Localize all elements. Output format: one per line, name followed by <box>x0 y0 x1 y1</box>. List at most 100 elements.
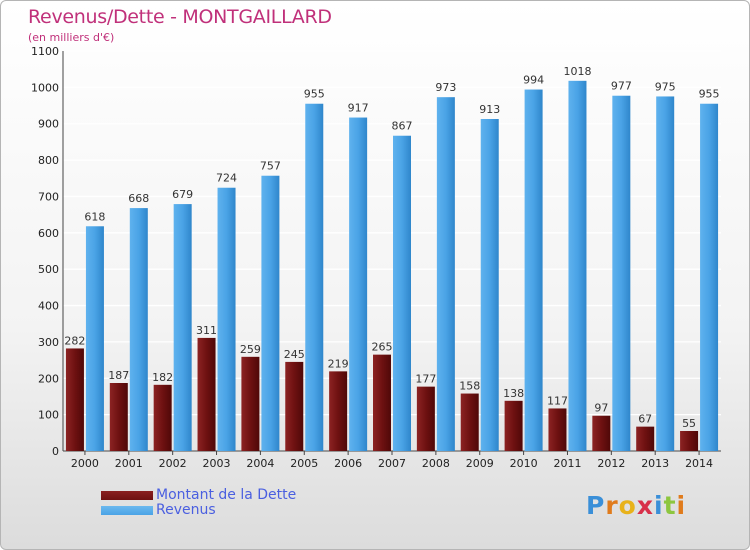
bar-dette <box>460 393 479 451</box>
bar-dette <box>416 386 435 451</box>
data-label-revenus: 867 <box>392 120 413 133</box>
x-tick-label: 2011 <box>553 457 581 470</box>
y-tick-label: 700 <box>38 190 59 203</box>
data-label-dette: 177 <box>415 373 436 386</box>
bar-revenus <box>349 117 368 451</box>
proxiti-logo: Proxiti <box>586 491 686 520</box>
data-label-dette: 311 <box>196 324 217 337</box>
y-tick-label: 1100 <box>31 45 59 58</box>
data-label-dette: 187 <box>108 369 129 382</box>
logo-letter: t <box>663 491 677 520</box>
data-label-revenus: 757 <box>260 160 281 173</box>
y-tick-label: 200 <box>38 372 59 385</box>
y-tick-label: 900 <box>38 118 59 131</box>
bar-dette <box>592 415 611 451</box>
bar-revenus <box>700 103 719 452</box>
data-label-dette: 182 <box>152 371 173 384</box>
x-tick-label: 2000 <box>71 457 99 470</box>
x-tick-label: 2014 <box>685 457 713 470</box>
data-label-revenus: 973 <box>435 81 456 94</box>
bar-revenus <box>612 95 631 452</box>
data-label-revenus: 724 <box>216 172 237 185</box>
bar-revenus <box>480 119 499 451</box>
x-tick-label: 2003 <box>203 457 231 470</box>
logo-letter: x <box>636 491 654 520</box>
bar-dette <box>109 383 128 451</box>
x-tick-label: 2008 <box>422 457 450 470</box>
bar-dette <box>636 426 655 451</box>
data-label-revenus: 955 <box>304 88 325 101</box>
bar-dette <box>504 400 523 451</box>
y-tick-label: 300 <box>38 336 59 349</box>
data-label-dette: 158 <box>459 380 480 393</box>
logo-letter: r <box>605 491 619 520</box>
x-tick-label: 2007 <box>378 457 406 470</box>
x-tick-label: 2013 <box>641 457 669 470</box>
x-tick-label: 2012 <box>597 457 625 470</box>
data-label-dette: 265 <box>372 341 393 354</box>
legend-label-dette: Montant de la Dette <box>156 487 297 503</box>
data-label-revenus: 955 <box>699 88 720 101</box>
bar-dette <box>197 337 216 451</box>
data-label-revenus: 668 <box>128 192 149 205</box>
x-tick-label: 2002 <box>159 457 187 470</box>
data-label-revenus: 917 <box>348 102 369 115</box>
bar-dette <box>548 408 567 451</box>
y-tick-label: 0 <box>52 445 59 458</box>
bar-dette <box>329 371 348 451</box>
bar-revenus <box>261 175 280 451</box>
data-label-dette: 138 <box>503 387 524 400</box>
legend-swatch-revenus <box>101 506 153 515</box>
y-tick-label: 400 <box>38 300 59 313</box>
x-tick-label: 2009 <box>466 457 494 470</box>
data-label-revenus: 913 <box>479 103 500 116</box>
logo-letter: o <box>618 491 637 520</box>
data-label-dette: 55 <box>682 417 696 430</box>
data-label-revenus: 1018 <box>563 65 591 78</box>
bar-dette <box>373 354 391 451</box>
bar-dette <box>680 431 699 451</box>
data-label-dette: 219 <box>328 357 349 370</box>
data-label-revenus: 975 <box>655 80 676 93</box>
bar-dette <box>65 348 84 451</box>
x-tick-label: 2005 <box>290 457 318 470</box>
bar-dette <box>153 384 172 451</box>
data-label-dette: 282 <box>64 334 85 347</box>
bar-dette <box>285 361 304 451</box>
data-label-dette: 67 <box>638 413 652 426</box>
bar-revenus <box>305 103 324 452</box>
bar-revenus <box>656 96 675 452</box>
x-tick-label: 2010 <box>510 457 538 470</box>
bar-revenus <box>568 80 587 452</box>
data-label-dette: 259 <box>240 343 261 356</box>
data-label-dette: 97 <box>594 402 608 415</box>
data-label-revenus: 618 <box>84 210 105 223</box>
bar-dette <box>241 356 260 451</box>
bar-revenus <box>173 204 192 451</box>
logo-letter: P <box>586 491 606 520</box>
y-tick-label: 800 <box>38 154 59 167</box>
data-label-revenus: 994 <box>523 74 544 87</box>
logo-letter: i <box>676 491 687 520</box>
bar-revenus <box>393 135 411 451</box>
x-tick-label: 2006 <box>334 457 362 470</box>
bar-revenus <box>436 97 455 451</box>
data-label-revenus: 977 <box>611 80 632 93</box>
y-tick-label: 100 <box>38 409 59 422</box>
bar-revenus <box>524 89 543 451</box>
data-label-dette: 245 <box>284 348 305 361</box>
bar-revenus <box>129 208 148 451</box>
y-tick-label: 600 <box>38 227 59 240</box>
y-tick-label: 1000 <box>31 81 59 94</box>
chart-subtitle: (en milliers d'€) <box>28 31 115 44</box>
bar-revenus <box>85 226 104 451</box>
legend-swatch-dette <box>101 491 153 500</box>
data-label-dette: 117 <box>547 394 568 407</box>
chart-title: Revenus/Dette - MONTGAILLARD <box>28 6 332 28</box>
data-label-revenus: 679 <box>172 188 193 201</box>
x-tick-label: 2004 <box>246 457 274 470</box>
y-tick-label: 500 <box>38 263 59 276</box>
bar-revenus <box>217 187 236 451</box>
